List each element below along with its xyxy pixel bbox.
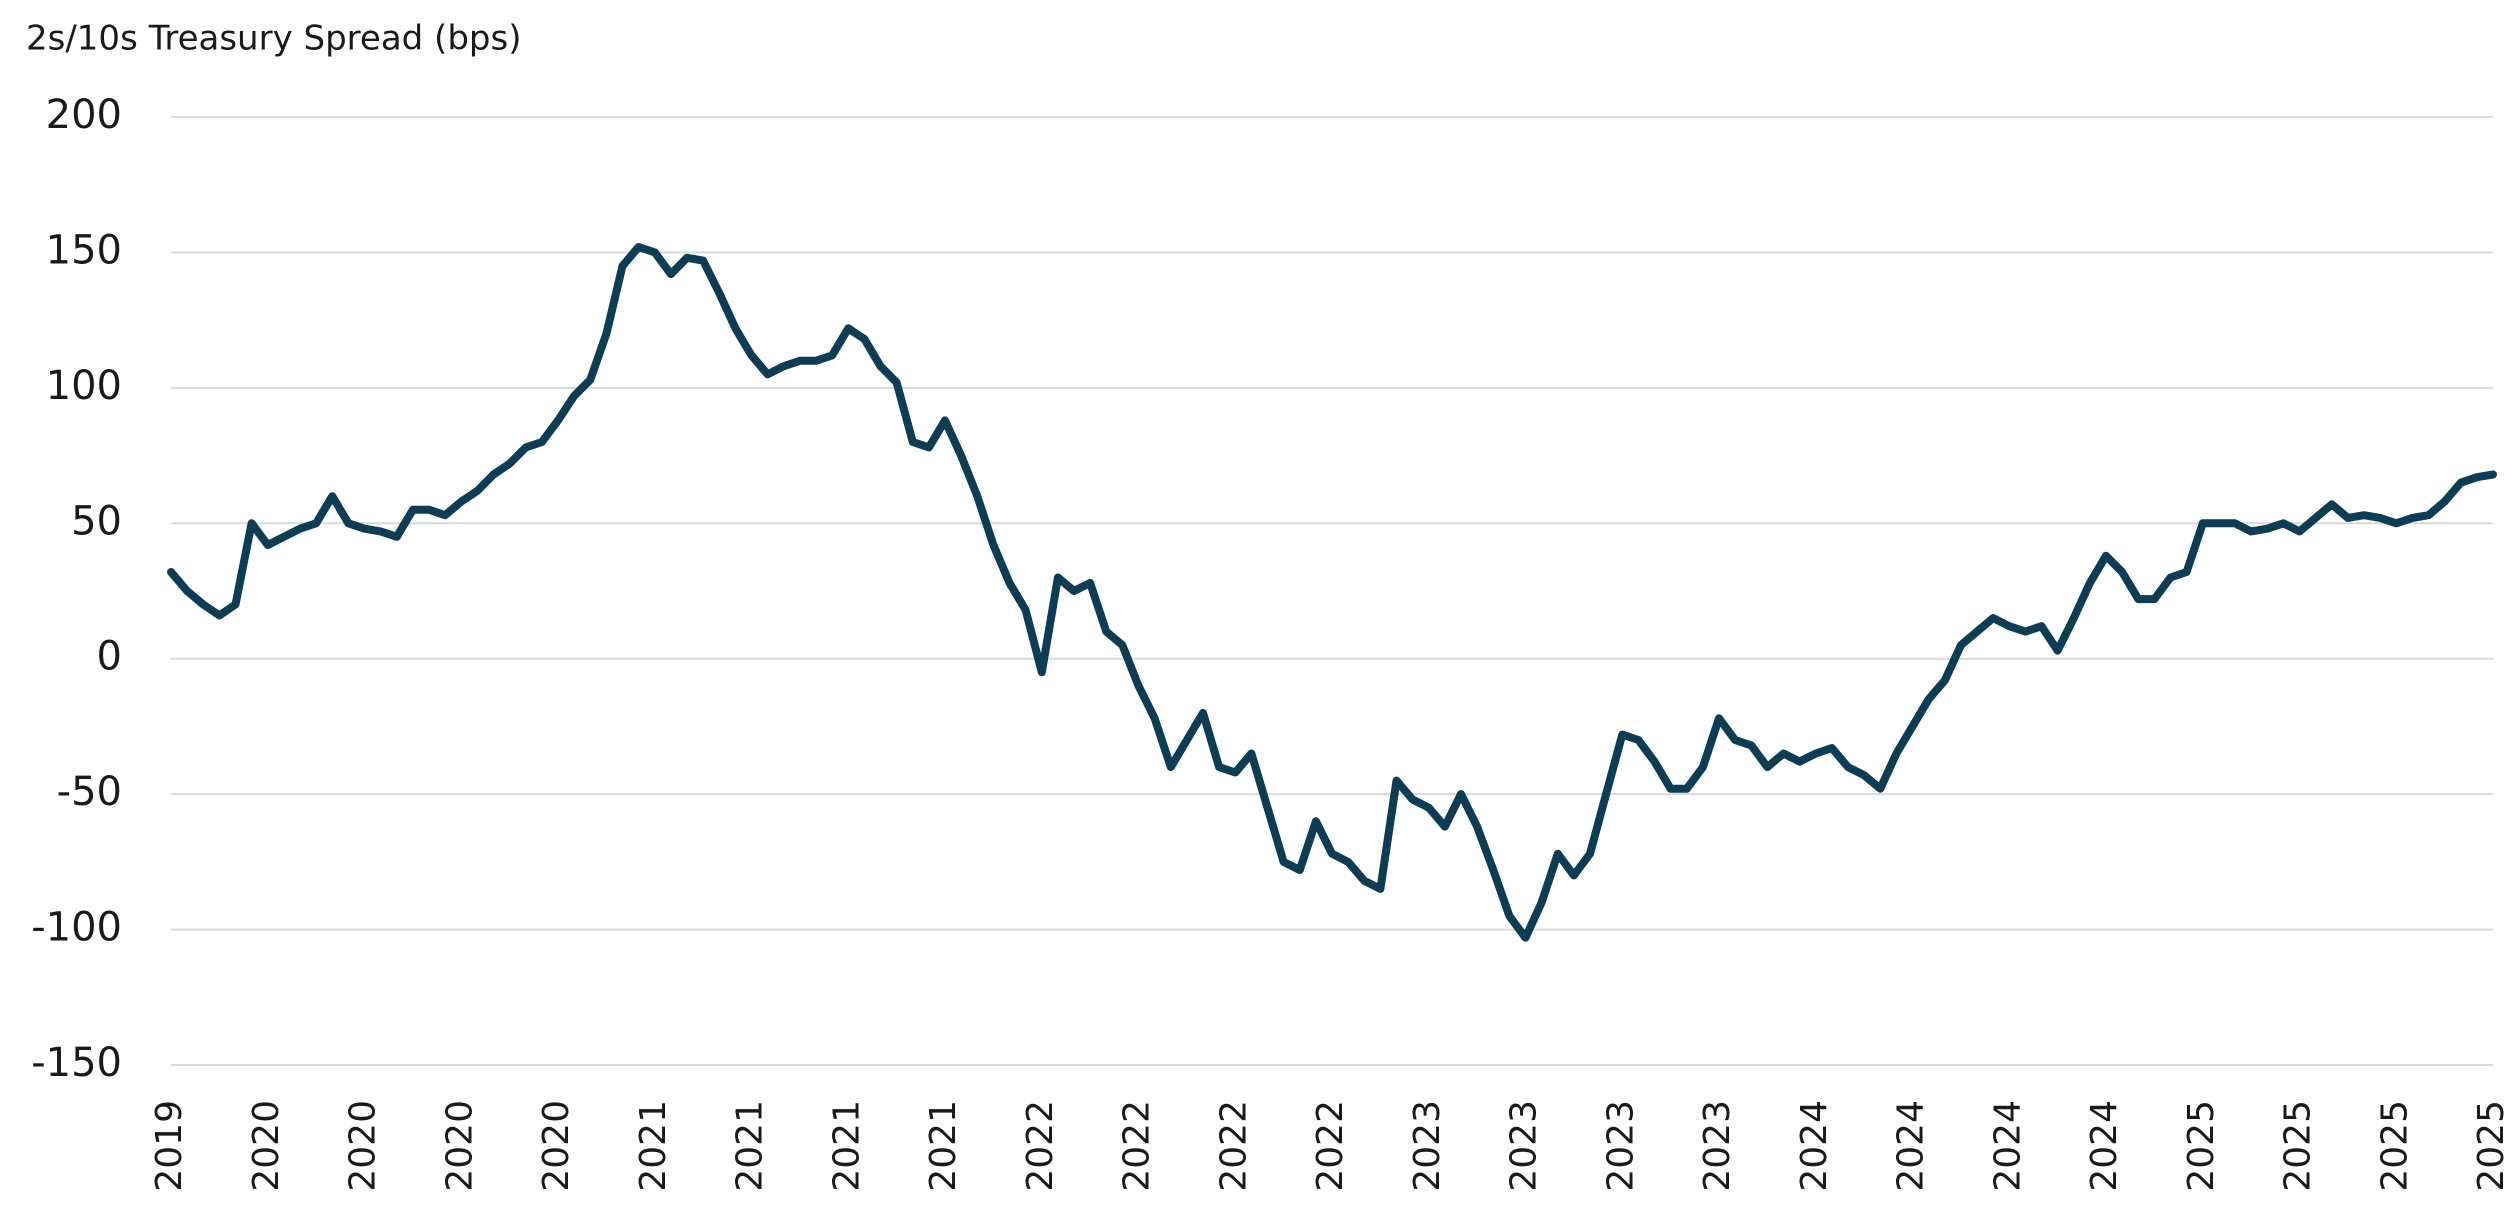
x-tick-label: 2021	[730, 1100, 771, 1192]
chart-title: 2s/10s Treasury Spread (bps)	[26, 19, 521, 59]
x-tick-label: 2020	[536, 1100, 577, 1192]
y-tick-label: 50	[71, 498, 122, 544]
x-tick-label: 2020	[246, 1100, 287, 1192]
y-tick-label: 150	[46, 227, 122, 273]
line-series	[167, 243, 2497, 942]
x-tick-label: 2022	[1310, 1100, 1351, 1192]
x-tick-label: 2021	[923, 1100, 964, 1192]
x-tick-label: 2024	[1891, 1100, 1932, 1192]
y-tick-label: -100	[31, 905, 122, 951]
y-tick-label: 0	[97, 634, 122, 680]
x-tick-label: 2021	[633, 1100, 674, 1192]
x-tick-label: 2023	[1407, 1100, 1448, 1192]
x-tick-label: 2025	[2374, 1100, 2415, 1192]
x-tick-label: 2022	[1213, 1100, 1254, 1192]
x-tick-label: 2020	[439, 1100, 480, 1192]
y-tick-label: 200	[46, 92, 122, 138]
y-tick-label: -50	[57, 769, 122, 815]
x-tick-label: 2019	[149, 1100, 190, 1192]
x-tick-label: 2021	[826, 1100, 867, 1192]
y-tick-label: -150	[31, 1040, 122, 1086]
x-tick-label: 2022	[1020, 1100, 1061, 1192]
x-tick-label: 2023	[1504, 1100, 1545, 1192]
x-tick-label: 2023	[1600, 1100, 1641, 1192]
x-tick-label: 2024	[1987, 1100, 2028, 1192]
y-tick-label: 100	[46, 363, 122, 409]
x-tick-label: 2025	[2278, 1100, 2319, 1192]
x-tick-label: 2025	[2181, 1100, 2222, 1192]
x-tick-label: 2023	[1697, 1100, 1738, 1192]
x-tick-label: 2024	[1794, 1100, 1835, 1192]
x-tick-label: 2024	[2084, 1100, 2125, 1192]
x-tick-label: 2020	[343, 1100, 384, 1192]
x-tick-label: 2022	[1117, 1100, 1158, 1192]
x-tick-label: 2025	[2471, 1100, 2512, 1192]
